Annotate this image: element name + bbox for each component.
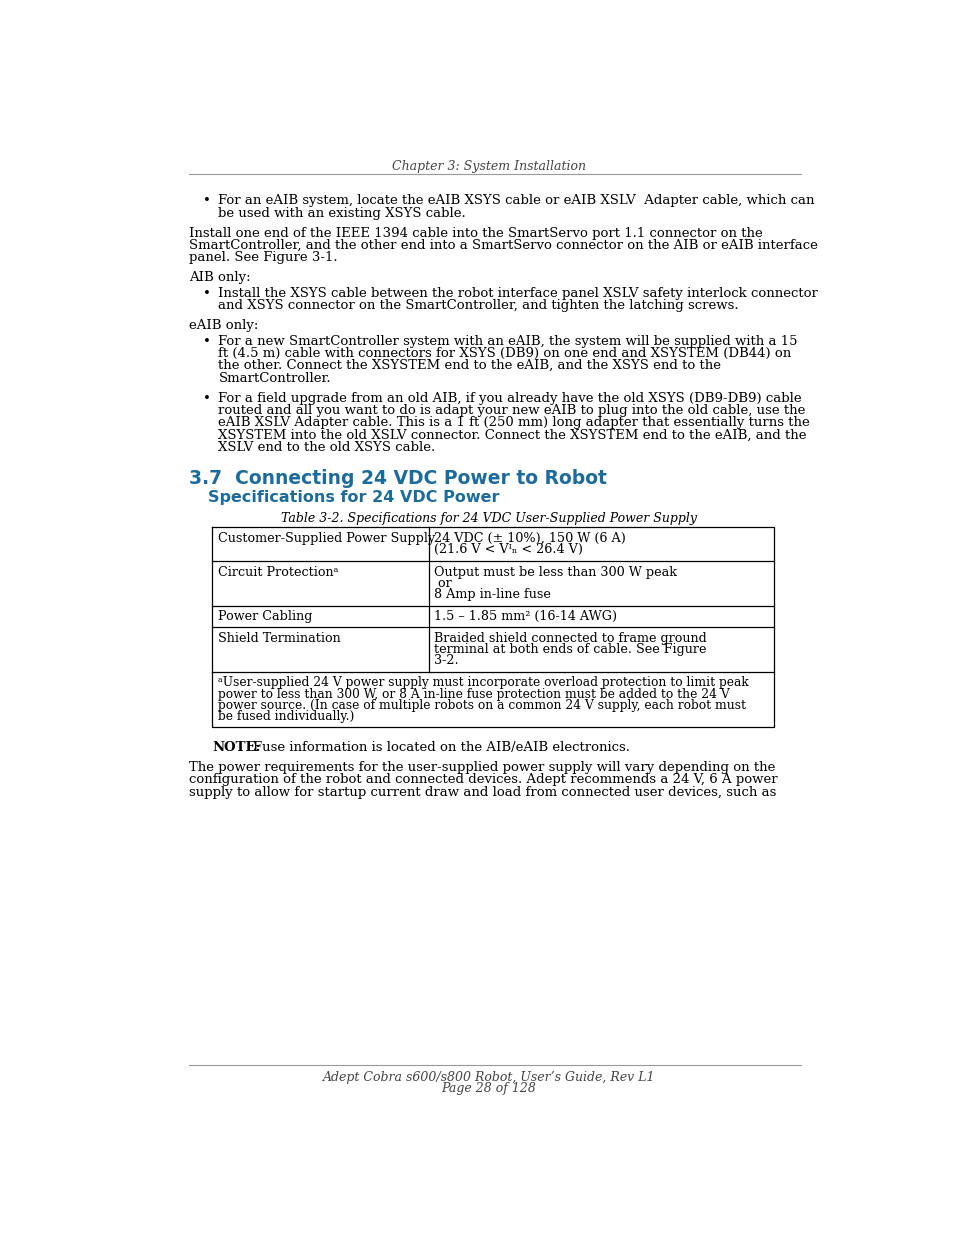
- Text: 24 VDC (± 10%), 150 W (6 A): 24 VDC (± 10%), 150 W (6 A): [434, 531, 625, 545]
- Text: routed and all you want to do is adapt your new eAIB to plug into the old cable,: routed and all you want to do is adapt y…: [218, 404, 805, 417]
- Text: •: •: [203, 391, 211, 405]
- Text: •: •: [203, 287, 211, 300]
- Text: For a field upgrade from an old AIB, if you already have the old XSYS (DB9-DB9) : For a field upgrade from an old AIB, if …: [218, 391, 801, 405]
- Text: terminal at both ends of cable. See Figure: terminal at both ends of cable. See Figu…: [434, 643, 706, 656]
- Text: •: •: [203, 335, 211, 347]
- Text: (21.6 V < Vᴵₙ < 26.4 V): (21.6 V < Vᴵₙ < 26.4 V): [434, 543, 582, 556]
- Text: XSYSTEM into the old XSLV connector. Connect the XSYSTEM end to the eAIB, and th: XSYSTEM into the old XSLV connector. Con…: [218, 429, 806, 441]
- Text: Shield Termination: Shield Termination: [217, 632, 340, 645]
- Text: eAIB XSLV Adapter cable. This is a 1 ft (250 mm) long adapter that essentially t: eAIB XSLV Adapter cable. This is a 1 ft …: [218, 416, 809, 429]
- Text: Customer-Supplied Power Supply: Customer-Supplied Power Supply: [217, 531, 435, 545]
- Text: ᵃUser-supplied 24 V power supply must incorporate overload protection to limit p: ᵃUser-supplied 24 V power supply must in…: [217, 677, 748, 689]
- Text: Output must be less than 300 W peak: Output must be less than 300 W peak: [434, 566, 677, 578]
- Text: •: •: [203, 194, 211, 207]
- Text: supply to allow for startup current draw and load from connected user devices, s: supply to allow for startup current draw…: [189, 785, 776, 799]
- Text: be used with an existing XSYS cable.: be used with an existing XSYS cable.: [218, 206, 466, 220]
- Text: 8 Amp in-line fuse: 8 Amp in-line fuse: [434, 588, 550, 601]
- Text: Adept Cobra s600/s800 Robot, User’s Guide, Rev L1: Adept Cobra s600/s800 Robot, User’s Guid…: [322, 1071, 655, 1083]
- Text: 3-2.: 3-2.: [434, 655, 458, 667]
- Text: Chapter 3: System Installation: Chapter 3: System Installation: [392, 159, 585, 173]
- Text: or: or: [434, 577, 452, 589]
- Text: For a new SmartController system with an eAIB, the system will be supplied with : For a new SmartController system with an…: [218, 335, 797, 347]
- Text: The power requirements for the user-supplied power supply will vary depending on: The power requirements for the user-supp…: [189, 761, 775, 774]
- Text: eAIB only:: eAIB only:: [189, 319, 258, 332]
- Text: power to less than 300 W, or 8 A in-line fuse protection must be added to the 24: power to less than 300 W, or 8 A in-line…: [217, 688, 729, 700]
- Text: the other. Connect the XSYSTEM end to the eAIB, and the XSYS end to the: the other. Connect the XSYSTEM end to th…: [218, 359, 720, 372]
- Text: Table 3-2. Specifications for 24 VDC User-Supplied Power Supply: Table 3-2. Specifications for 24 VDC Use…: [280, 511, 697, 525]
- Text: NOTE:: NOTE:: [212, 741, 260, 755]
- Text: AIB only:: AIB only:: [189, 272, 251, 284]
- Text: Power Cabling: Power Cabling: [217, 610, 312, 624]
- Text: SmartController, and the other end into a SmartServo connector on the AIB or eAI: SmartController, and the other end into …: [189, 240, 817, 252]
- Text: For an eAIB system, locate the eAIB XSYS cable or eAIB XSLV  Adapter cable, whic: For an eAIB system, locate the eAIB XSYS…: [218, 194, 814, 207]
- Text: SmartController.: SmartController.: [218, 372, 331, 384]
- Text: Install one end of the IEEE 1394 cable into the SmartServo port 1.1 connector on: Install one end of the IEEE 1394 cable i…: [189, 227, 762, 240]
- Text: XSLV end to the old XSYS cable.: XSLV end to the old XSYS cable.: [218, 441, 436, 453]
- Text: Install the XSYS cable between the robot interface panel XSLV safety interlock c: Install the XSYS cable between the robot…: [218, 287, 818, 300]
- Text: configuration of the robot and connected devices. Adept recommends a 24 V, 6 A p: configuration of the robot and connected…: [189, 773, 777, 787]
- Text: be fused individually.): be fused individually.): [217, 710, 354, 722]
- Text: Circuit Protectionᵃ: Circuit Protectionᵃ: [217, 566, 337, 578]
- Text: Specifications for 24 VDC Power: Specifications for 24 VDC Power: [208, 490, 499, 505]
- Text: Page 28 of 128: Page 28 of 128: [441, 1082, 536, 1095]
- Text: panel. See Figure 3-1.: panel. See Figure 3-1.: [189, 252, 337, 264]
- Text: and XSYS connector on the SmartController, and tighten the latching screws.: and XSYS connector on the SmartControlle…: [218, 299, 739, 312]
- Text: 1.5 – 1.85 mm² (16-14 AWG): 1.5 – 1.85 mm² (16-14 AWG): [434, 610, 617, 624]
- Text: Braided shield connected to frame ground: Braided shield connected to frame ground: [434, 632, 706, 645]
- Text: ft (4.5 m) cable with connectors for XSYS (DB9) on one end and XSYSTEM (DB44) on: ft (4.5 m) cable with connectors for XSY…: [218, 347, 791, 359]
- Text: 3.7  Connecting 24 VDC Power to Robot: 3.7 Connecting 24 VDC Power to Robot: [189, 468, 606, 488]
- Text: Fuse information is located on the AIB/eAIB electronics.: Fuse information is located on the AIB/e…: [253, 741, 630, 755]
- Text: power source. (In case of multiple robots on a common 24 V supply, each robot mu: power source. (In case of multiple robot…: [217, 699, 745, 711]
